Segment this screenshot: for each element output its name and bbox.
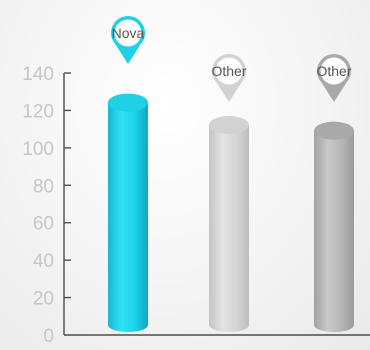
pin-inner xyxy=(320,57,348,85)
cylinder-bar xyxy=(209,116,249,333)
pin-tail xyxy=(115,44,141,64)
y-tick-label: 40 xyxy=(33,251,54,272)
category-label: Other xyxy=(316,63,351,79)
map-pin-icon: Other xyxy=(211,54,247,102)
cylinder-top xyxy=(209,116,249,135)
cylinder-body xyxy=(209,125,249,333)
y-tick-label: 20 xyxy=(33,289,54,310)
cylinder-top xyxy=(314,121,354,140)
map-pin-icon: Other xyxy=(316,54,352,102)
y-tick-label: 100 xyxy=(22,139,54,160)
y-tick-label: 140 xyxy=(22,64,54,85)
bars xyxy=(108,93,354,333)
cylinder-body xyxy=(314,130,354,332)
cylinder-body xyxy=(108,102,148,332)
pin-inner xyxy=(114,19,142,47)
y-tick-label: 120 xyxy=(22,101,54,122)
category-label: Nova xyxy=(112,25,145,41)
y-axis: 0 20 40 60 80 100 120 140 xyxy=(22,64,370,347)
pin-tail xyxy=(321,82,347,102)
y-tick-label: 60 xyxy=(33,214,54,235)
y-tick-label: 80 xyxy=(33,176,54,197)
map-pin-icon: Nova xyxy=(111,16,145,64)
pin-inner xyxy=(215,57,243,85)
pin-tail xyxy=(216,82,242,102)
cylinder-top xyxy=(108,93,148,112)
cylinder-bar xyxy=(108,93,148,332)
category-markers: Nova Other Other xyxy=(111,16,352,102)
y-tick-label: 0 xyxy=(43,326,54,347)
cylinder-bar xyxy=(314,121,354,332)
category-label: Other xyxy=(211,63,246,79)
